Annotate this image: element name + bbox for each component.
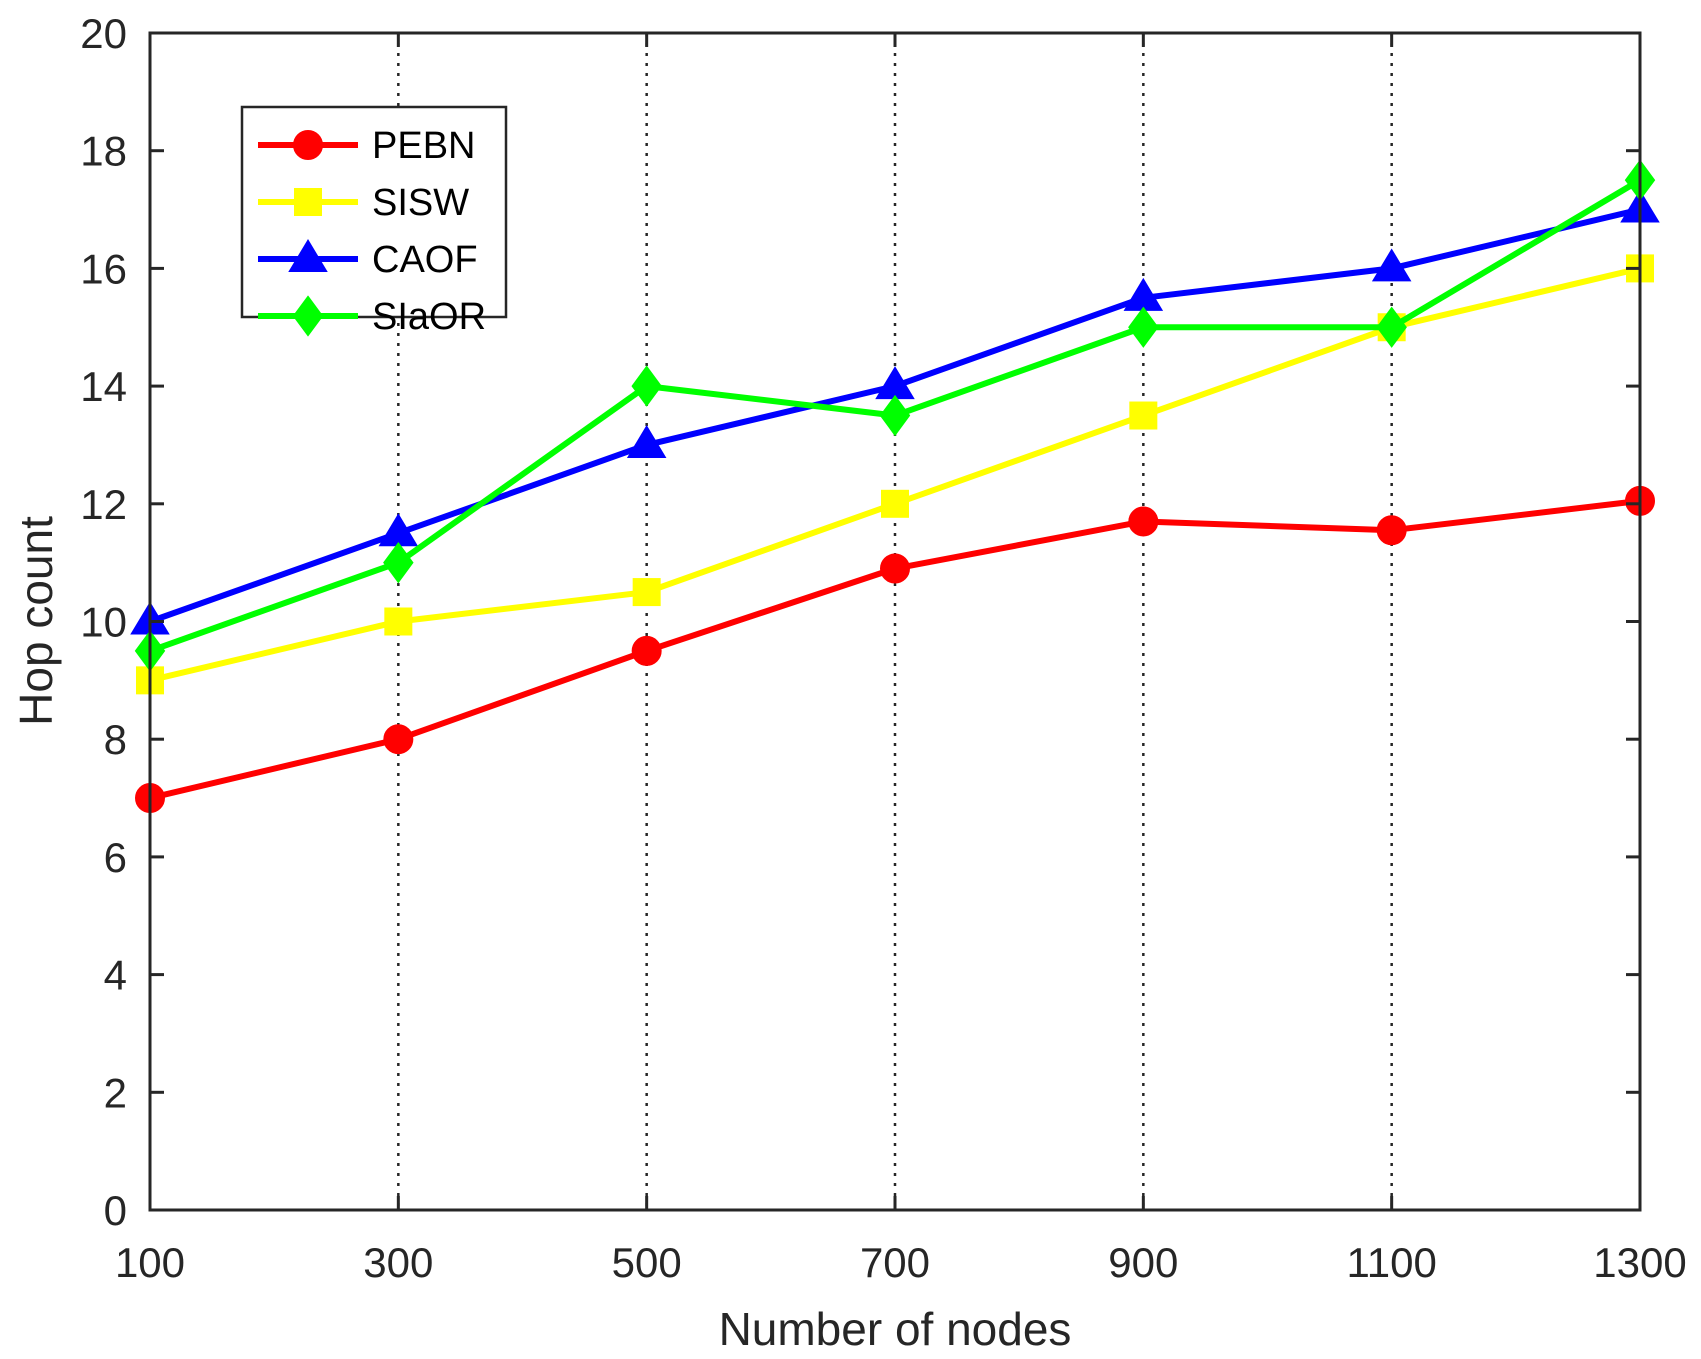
legend: PEBN SISW CAOF SIaOR bbox=[240, 105, 508, 338]
legend-label-pebn: PEBN bbox=[372, 125, 475, 167]
data-point-pebn bbox=[383, 724, 414, 755]
y-tick-label: 20 bbox=[80, 10, 127, 57]
y-tick-label: 10 bbox=[80, 599, 127, 646]
series-lines bbox=[130, 159, 1660, 814]
y-tick-label: 8 bbox=[104, 716, 127, 763]
legend-label-siaor: SIaOR bbox=[372, 296, 486, 338]
data-point-siaor bbox=[1376, 306, 1407, 348]
x-tick-label: 100 bbox=[115, 1239, 185, 1286]
data-point-sisw bbox=[1129, 401, 1158, 430]
x-tick-label: 1300 bbox=[1593, 1239, 1686, 1286]
data-point-caof bbox=[1371, 248, 1412, 282]
y-tick-label: 6 bbox=[104, 834, 127, 881]
y-tick-label: 0 bbox=[104, 1187, 127, 1234]
data-point-pebn bbox=[1128, 506, 1159, 537]
y-tick-label: 14 bbox=[80, 363, 127, 410]
x-tick-label: 500 bbox=[612, 1239, 682, 1286]
data-point-siaor bbox=[879, 394, 911, 437]
legend-label-caof: CAOF bbox=[372, 239, 478, 281]
series-siaor bbox=[134, 159, 1656, 672]
y-tick-label: 2 bbox=[104, 1069, 127, 1116]
data-point-pebn bbox=[1376, 515, 1407, 546]
x-tick-label: 900 bbox=[1108, 1239, 1178, 1286]
legend-marker-siaor bbox=[292, 295, 324, 337]
series-pebn bbox=[135, 485, 1655, 814]
y-tick-label: 12 bbox=[80, 481, 127, 528]
data-point-sisw bbox=[384, 607, 413, 636]
data-point-sisw bbox=[881, 489, 909, 518]
y-axis-label: Hop count bbox=[10, 516, 62, 726]
y-tick-label: 18 bbox=[80, 128, 127, 175]
data-point-pebn bbox=[880, 553, 910, 584]
x-axis-label: Number of nodes bbox=[719, 1303, 1072, 1355]
y-tick-label: 4 bbox=[104, 952, 127, 999]
data-point-siaor bbox=[383, 541, 414, 584]
data-point-siaor bbox=[1128, 306, 1159, 348]
data-point-pebn bbox=[631, 635, 662, 666]
legend-marker-pebn bbox=[293, 130, 323, 160]
axis-ticks: 100 300 500 700 900 1100 1300 0 2 4 6 8 10 12 14 16 18 20 bbox=[80, 10, 1686, 1286]
data-point-siaor bbox=[631, 365, 662, 407]
grid-lines bbox=[397, 33, 1393, 1210]
data-point-sisw bbox=[632, 578, 661, 607]
legend-marker-sisw bbox=[294, 188, 322, 216]
x-tick-label: 700 bbox=[860, 1239, 930, 1286]
x-tick-label: 300 bbox=[363, 1239, 433, 1286]
y-tick-label: 16 bbox=[80, 245, 127, 292]
legend-label-sisw: SISW bbox=[372, 182, 469, 224]
x-tick-label: 1100 bbox=[1347, 1239, 1437, 1286]
legend-marker-caof bbox=[288, 239, 328, 272]
data-point-caof bbox=[626, 425, 667, 458]
